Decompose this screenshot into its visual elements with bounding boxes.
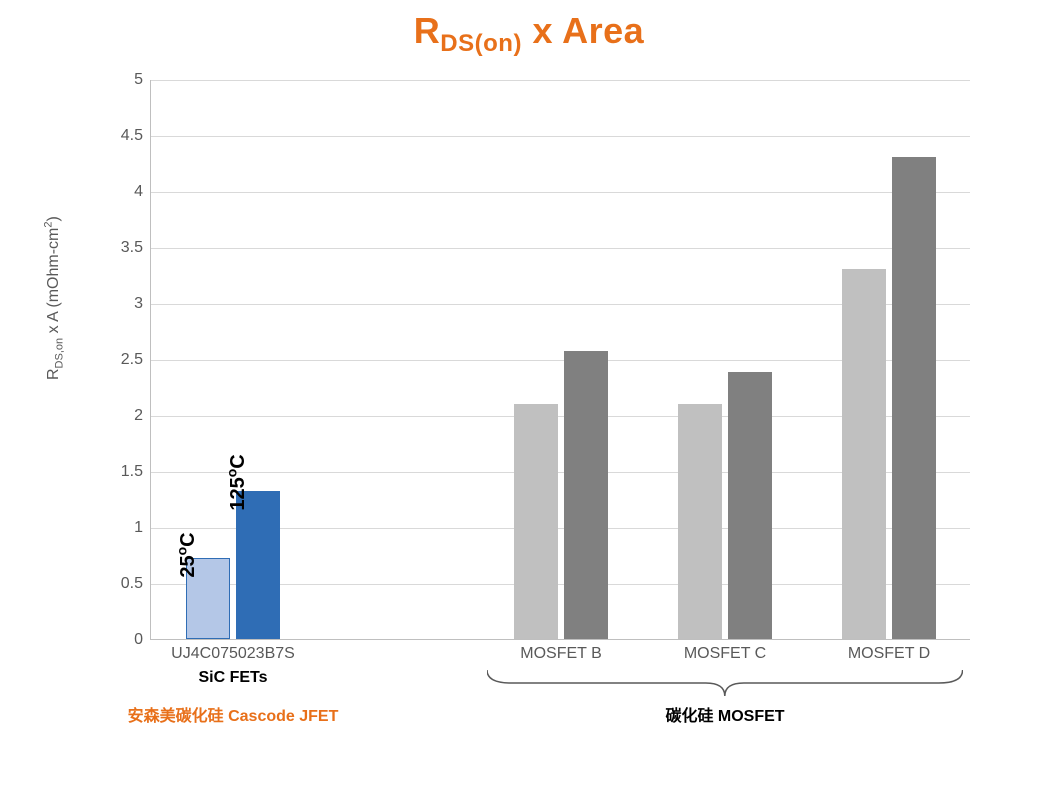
ytick-label: 3 <box>134 295 151 313</box>
bar <box>678 404 722 639</box>
title-rest: x Area <box>522 10 644 51</box>
ytick-label: 4 <box>134 183 151 201</box>
bar-value-label: 125oC <box>223 454 250 510</box>
bar <box>514 404 558 639</box>
x-category-label: MOSFET B <box>520 639 602 663</box>
ytick-label: 0 <box>134 631 151 649</box>
bar <box>236 491 280 639</box>
ylabel-sub: DS,on <box>53 338 65 369</box>
ytick-label: 2 <box>134 407 151 425</box>
bar <box>564 351 608 639</box>
bar-value-label: 25oC <box>173 533 200 578</box>
ylabel-pre: R <box>45 368 62 380</box>
group-bracket <box>487 670 963 696</box>
ytick-label: 0.5 <box>121 575 151 593</box>
ylabel-mid: x A (mOhm-cm <box>45 228 62 338</box>
bar <box>728 372 772 639</box>
ytick-label: 5 <box>134 71 151 89</box>
bar <box>842 269 886 639</box>
ytick-label: 4.5 <box>121 127 151 145</box>
title-main: R <box>414 10 441 51</box>
gridline <box>151 136 970 137</box>
gridline <box>151 80 970 81</box>
bar <box>892 157 936 639</box>
ylabel-post: ) <box>45 216 62 221</box>
gridline <box>151 248 970 249</box>
x-category-label: MOSFET D <box>848 639 930 663</box>
plot-area: 00.511.522.533.544.5525oC125oCUJ4C075023… <box>150 80 970 640</box>
y-axis-label: RDS,on x A (mOhm-cm2) <box>43 216 66 380</box>
left-caption: 安森美碳化硅 Cascode JFET <box>128 702 339 726</box>
ytick-label: 1 <box>134 519 151 537</box>
chart-title: RDS(on) x Area <box>0 10 1058 58</box>
ylabel-sup: 2 <box>43 222 55 228</box>
title-sub: DS(on) <box>440 30 522 57</box>
ytick-label: 3.5 <box>121 239 151 257</box>
gridline <box>151 192 970 193</box>
chart: RDS,on x A (mOhm-cm2) 00.511.522.533.544… <box>60 70 1000 690</box>
bracket-caption: 碳化硅 MOSFET <box>665 702 784 726</box>
x-category-label: MOSFET C <box>684 639 766 663</box>
x-category-sublabel: SiC FETs <box>198 639 267 687</box>
ytick-label: 2.5 <box>121 351 151 369</box>
ytick-label: 1.5 <box>121 463 151 481</box>
